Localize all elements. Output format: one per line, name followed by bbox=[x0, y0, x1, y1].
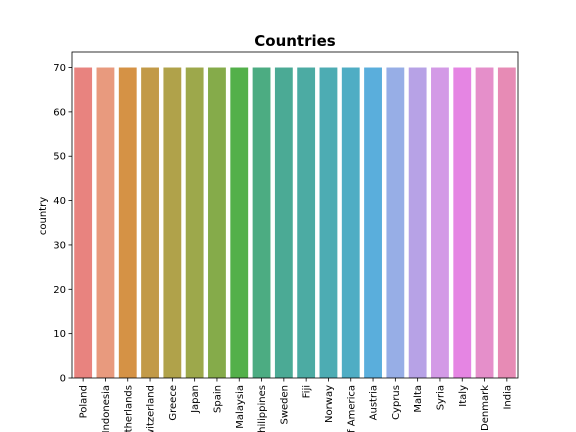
y-tick-label: 0 bbox=[60, 374, 66, 385]
x-tick-label: Denmark bbox=[480, 385, 491, 431]
x-tick-label: Indonesia bbox=[101, 385, 112, 432]
bar-syria bbox=[431, 67, 449, 379]
bar-italy bbox=[453, 67, 472, 379]
bar-spain bbox=[208, 67, 226, 379]
plot-frame bbox=[71, 51, 519, 382]
chart-title: Countries bbox=[254, 32, 336, 50]
x-tick-label: Philippines bbox=[257, 385, 268, 432]
bar-poland bbox=[74, 67, 93, 379]
bar-switzerland bbox=[141, 67, 159, 379]
y-tick-label: 10 bbox=[53, 329, 66, 340]
y-tick-label: 70 bbox=[53, 63, 66, 74]
x-tick-label: Cyprus bbox=[391, 385, 402, 420]
x-tick-label: Italy bbox=[458, 385, 469, 407]
bar-netherlands bbox=[118, 67, 137, 379]
x-tick-label: Greece bbox=[168, 385, 179, 421]
bar-malta bbox=[408, 67, 427, 379]
x-tick-label: Sweden bbox=[279, 385, 290, 425]
bar-indonesia bbox=[96, 67, 115, 379]
y-axis-ticks: 0 10 20 30 40 50 60 70 bbox=[53, 63, 72, 385]
bar-philippines bbox=[252, 67, 271, 379]
x-tick-label: United States of America bbox=[346, 385, 357, 432]
axes-spines bbox=[71, 51, 519, 379]
x-tick-label: Poland bbox=[79, 385, 90, 418]
bar-japan bbox=[185, 67, 204, 379]
y-axis-label: country bbox=[38, 197, 49, 235]
y-tick-label: 60 bbox=[53, 107, 66, 118]
bar-india bbox=[497, 67, 516, 379]
x-tick-label: Malaysia bbox=[235, 385, 246, 429]
bar-austria bbox=[364, 67, 382, 379]
x-tick-label: Spain bbox=[212, 385, 223, 413]
bar-greece bbox=[163, 67, 182, 379]
bar-norway bbox=[319, 67, 338, 379]
x-tick-label: India bbox=[502, 385, 513, 410]
x-axis-ticks: Poland Indonesia Netherlands Switzerland Gre… bbox=[79, 385, 514, 432]
x-tick-label: Norway bbox=[324, 385, 335, 423]
y-tick-label: 20 bbox=[53, 285, 66, 296]
bar-sweden bbox=[274, 67, 293, 379]
bar-united-states-of-america bbox=[341, 67, 360, 379]
x-tick-label: Malta bbox=[413, 385, 424, 413]
x-tick-label: Syria bbox=[435, 385, 446, 410]
bars-group bbox=[74, 67, 516, 379]
bar-denmark bbox=[475, 67, 494, 379]
y-tick-label: 50 bbox=[53, 152, 66, 163]
y-tick-label: 40 bbox=[53, 196, 66, 207]
x-tick-label: Fiji bbox=[302, 385, 313, 398]
x-tick-label: Switzerland bbox=[146, 385, 157, 432]
x-tick-label: Japan bbox=[190, 385, 201, 414]
bar-fiji bbox=[297, 67, 316, 379]
y-tick-label: 30 bbox=[53, 240, 66, 251]
x-tick-label: Austria bbox=[369, 385, 380, 420]
bar-cyprus bbox=[386, 67, 405, 379]
bar-malaysia bbox=[230, 67, 249, 379]
x-tick-label: Netherlands bbox=[123, 385, 134, 432]
